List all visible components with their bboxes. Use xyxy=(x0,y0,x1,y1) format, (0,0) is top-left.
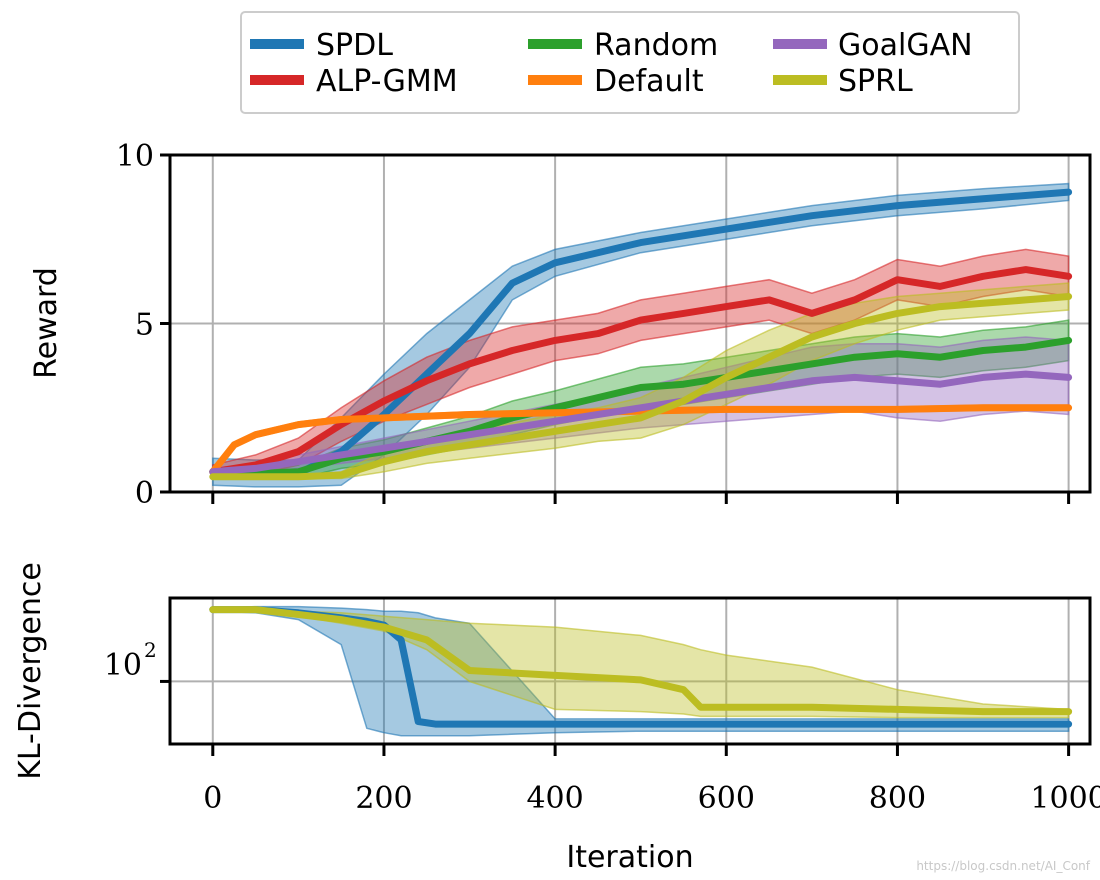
reward-y-ticks: 0 5 10 xyxy=(116,139,170,511)
reward-line-default xyxy=(209,404,1073,476)
kl-lines xyxy=(209,606,1073,728)
kl-panel: 10 2 0 200 400 600 800 1000 KL-Divergence Ite… xyxy=(13,562,1100,875)
reward-bands xyxy=(212,182,1070,488)
legend-label-sprl: SPRL xyxy=(838,64,913,99)
kl-y-tick-exponent: 2 xyxy=(144,638,157,662)
reward-band-sprl xyxy=(212,282,1070,480)
legend-label-default: Default xyxy=(594,64,704,99)
watermark: https://blog.csdn.net/AI_Conf xyxy=(916,859,1090,873)
reward-line-sprl xyxy=(209,293,1073,481)
legend-label-goalgan: GoalGAN xyxy=(838,28,973,63)
x-tick-label: 200 xyxy=(355,781,412,816)
kl-line-sprl xyxy=(209,606,1073,716)
legend-label-spdl: SPDL xyxy=(316,28,393,63)
kl-y-tick-base: 10 xyxy=(104,648,142,683)
reward-line-goalgan xyxy=(209,370,1073,476)
reward-lines xyxy=(209,188,1073,481)
kl-y-ticks: 10 2 xyxy=(104,638,170,683)
kl-x-ticks: 0 200 400 600 800 1000 xyxy=(203,744,1100,816)
legend: SPDL ALP-GMM Random Default GoalGAN SPRL xyxy=(240,11,1020,114)
x-tick-label: 0 xyxy=(203,781,222,816)
reward-y-tick-label: 0 xyxy=(135,476,154,511)
legend-label-random: Random xyxy=(594,28,718,63)
reward-x-ticks xyxy=(211,492,1071,504)
legend-label-alp-gmm: ALP-GMM xyxy=(316,64,458,99)
x-tick-label: 400 xyxy=(526,781,583,816)
kl-y-label: KL-Divergence xyxy=(13,562,48,780)
reward-y-tick-label: 10 xyxy=(116,139,154,174)
reward-y-label: Reward xyxy=(29,267,64,379)
kl-axes-frame xyxy=(168,596,1092,746)
reward-y-tick-label: 5 xyxy=(135,308,154,343)
x-tick-label: 600 xyxy=(698,781,755,816)
x-axis-label: Iteration xyxy=(566,840,693,875)
x-tick-label: 800 xyxy=(869,781,926,816)
kl-bands xyxy=(212,605,1070,737)
legend-box xyxy=(240,11,1020,114)
reward-panel: 0 5 10 Reward xyxy=(29,139,1092,511)
x-tick-label: 1000 xyxy=(1030,781,1100,816)
